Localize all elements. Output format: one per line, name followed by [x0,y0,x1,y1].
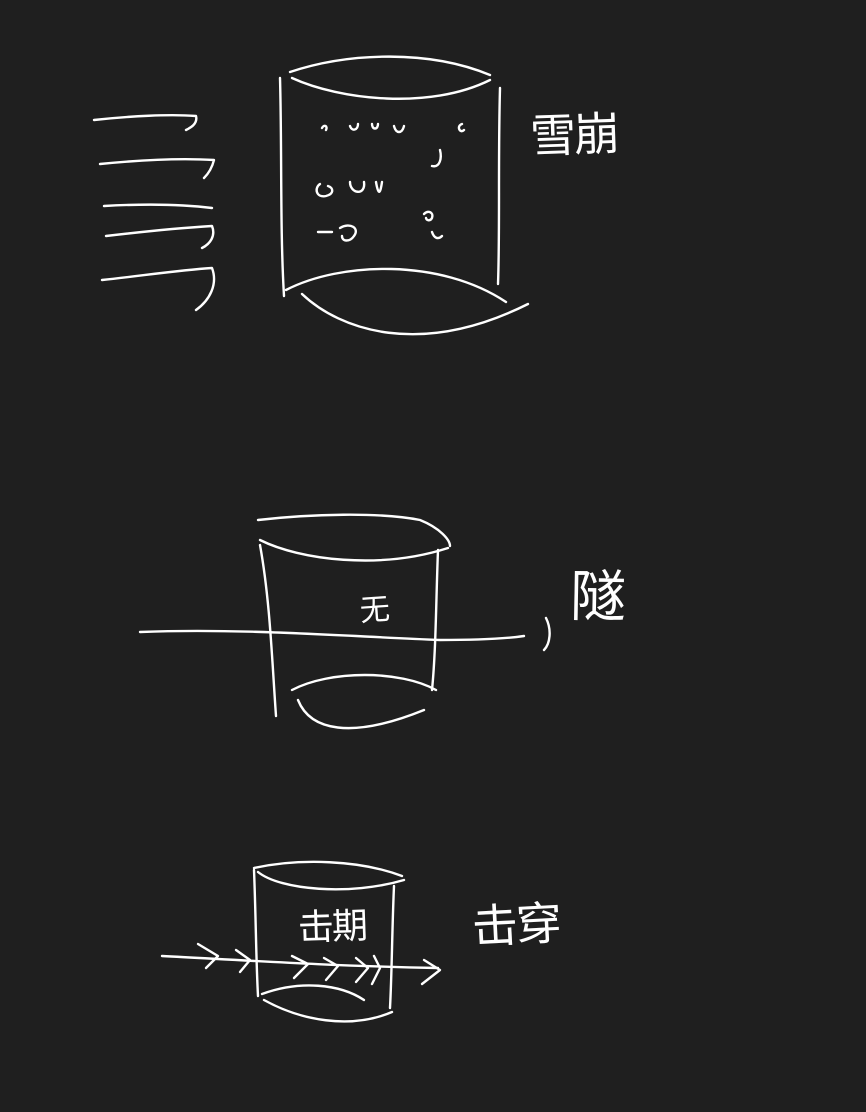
penetrate-panel [160,860,442,1023]
penetrate-arrows [160,942,442,986]
avalanche-panel [92,55,530,336]
tunnel-tick [542,616,551,652]
tunnel-barrier [256,513,452,730]
avalanche-label: 雪崩 [529,106,619,164]
avalanche-waves [92,114,216,312]
tunnel-line [138,629,526,642]
tunnel-label: 隧 [569,564,625,631]
tunnel-panel [138,513,551,730]
penetrate-inner-label: 击期 [297,905,367,950]
penetrate-label: 击穿 [470,895,562,955]
penetrate-barrier [252,860,406,1023]
avalanche-particles [315,122,466,242]
tunnel-inner-label: 无 [358,592,390,629]
avalanche-barrier [278,55,530,336]
